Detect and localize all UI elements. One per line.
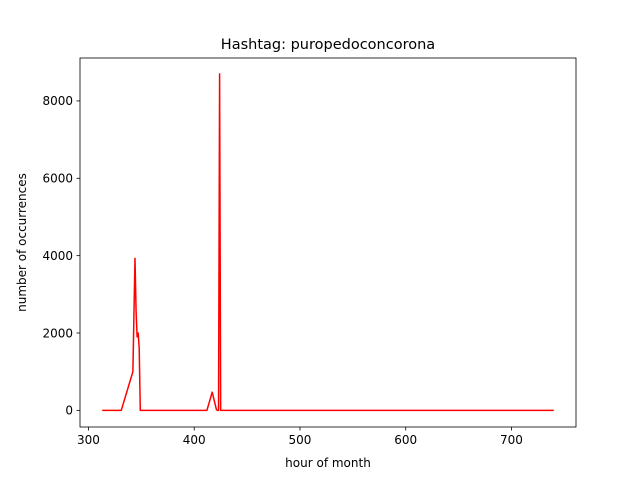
series-line-0 <box>102 73 554 412</box>
x-axis-label: hour of month <box>285 456 371 470</box>
y-tick-label: 0 <box>65 404 73 418</box>
x-tick-label: 700 <box>500 433 523 447</box>
y-tick-label: 4000 <box>42 249 73 263</box>
y-axis-label: number of occurrences <box>15 173 29 312</box>
x-axis-ticks: 300 400 500 600 700 <box>77 427 523 447</box>
plot-area <box>80 58 576 427</box>
chart-title: Hashtag: puropedoconcorona <box>221 37 435 53</box>
y-tick-label: 6000 <box>42 172 73 186</box>
x-tick-label: 600 <box>394 433 417 447</box>
y-tick-label: 2000 <box>42 326 73 340</box>
plot-frame <box>79 57 577 428</box>
y-axis-ticks: 0 2000 4000 6000 8000 <box>42 94 80 418</box>
x-tick-label: 500 <box>289 433 312 447</box>
x-tick-label: 300 <box>77 433 100 447</box>
x-tick-label: 400 <box>183 433 206 447</box>
series-layer <box>102 73 554 412</box>
y-tick-label: 8000 <box>42 94 73 108</box>
